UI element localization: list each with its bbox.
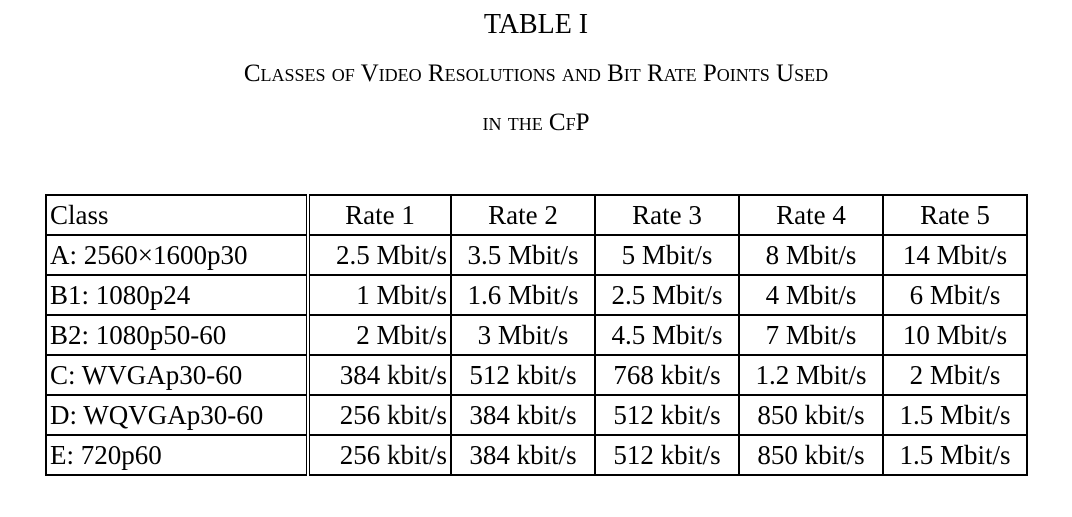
- cell-rate-4: 850 kbit/s: [738, 434, 884, 476]
- table-row: B2: 1080p50-60 2 Mbit/s 3 Mbit/s 4.5 Mbi…: [45, 314, 1028, 356]
- cell-rate-4: 1.2 Mbit/s: [738, 354, 884, 396]
- cell-rate-4: 8 Mbit/s: [738, 234, 884, 276]
- cell-rate-5: 14 Mbit/s: [882, 234, 1028, 276]
- table-title: Classes of Video Resolutions and Bit Rat…: [0, 58, 1072, 156]
- cell-rate-1: 1 Mbit/s: [307, 274, 452, 316]
- cell-rate-1: 2 Mbit/s: [307, 314, 452, 356]
- cell-rate-2: 384 kbit/s: [450, 394, 596, 436]
- table-label: TABLE I: [483, 9, 589, 40]
- cell-class: D: WQVGAp30-60: [45, 394, 310, 436]
- cell-class: B2: 1080p50-60: [45, 314, 310, 356]
- cell-rate-5: 1.5 Mbit/s: [882, 394, 1028, 436]
- cell-class: A: 2560×1600p30: [45, 234, 310, 276]
- cell-class: E: 720p60: [45, 434, 310, 476]
- table-header-row: Class Rate 1 Rate 2 Rate 3 Rate 4 Rate 5: [45, 194, 1028, 236]
- cell-rate-1: 384 kbit/s: [307, 354, 452, 396]
- cell-rate-1: 256 kbit/s: [307, 434, 452, 476]
- cell-rate-3: 4.5 Mbit/s: [594, 314, 740, 356]
- cell-class: C: WVGAp30-60: [45, 354, 310, 396]
- table-row: D: WQVGAp30-60 256 kbit/s 384 kbit/s 512…: [45, 394, 1028, 436]
- cell-rate-2: 3.5 Mbit/s: [450, 234, 596, 276]
- resolution-bitrate-table: Class Rate 1 Rate 2 Rate 3 Rate 4 Rate 5…: [45, 194, 1028, 476]
- cell-rate-3: 512 kbit/s: [594, 434, 740, 476]
- cell-rate-5: 6 Mbit/s: [882, 274, 1028, 316]
- table-row: E: 720p60 256 kbit/s 384 kbit/s 512 kbit…: [45, 434, 1028, 476]
- cell-rate-3: 2.5 Mbit/s: [594, 274, 740, 316]
- cell-rate-4: 7 Mbit/s: [738, 314, 884, 356]
- table-row: C: WVGAp30-60 384 kbit/s 512 kbit/s 768 …: [45, 354, 1028, 396]
- cell-rate-2: 512 kbit/s: [450, 354, 596, 396]
- header-rate-2: Rate 2: [450, 194, 596, 236]
- cell-rate-3: 5 Mbit/s: [594, 234, 740, 276]
- cell-rate-3: 512 kbit/s: [594, 394, 740, 436]
- cell-rate-2: 3 Mbit/s: [450, 314, 596, 356]
- table-row: B1: 1080p24 1 Mbit/s 1.6 Mbit/s 2.5 Mbit…: [45, 274, 1028, 316]
- table-row: A: 2560×1600p30 2.5 Mbit/s 3.5 Mbit/s 5 …: [45, 234, 1028, 276]
- cell-rate-5: 1.5 Mbit/s: [882, 434, 1028, 476]
- cell-class: B1: 1080p24: [45, 274, 310, 316]
- header-rate-1: Rate 1: [307, 194, 452, 236]
- header-class: Class: [45, 194, 310, 236]
- cell-rate-3: 768 kbit/s: [594, 354, 740, 396]
- cell-rate-2: 384 kbit/s: [450, 434, 596, 476]
- header-rate-5: Rate 5: [882, 194, 1028, 236]
- cell-rate-5: 2 Mbit/s: [882, 354, 1028, 396]
- cell-rate-2: 1.6 Mbit/s: [450, 274, 596, 316]
- header-rate-3: Rate 3: [594, 194, 740, 236]
- cell-rate-5: 10 Mbit/s: [882, 314, 1028, 356]
- cell-rate-4: 4 Mbit/s: [738, 274, 884, 316]
- table-title-line-2: in the CfP: [482, 109, 590, 136]
- cell-rate-4: 850 kbit/s: [738, 394, 884, 436]
- table-title-line-1: Classes of Video Resolutions and Bit Rat…: [243, 60, 829, 87]
- cell-rate-1: 2.5 Mbit/s: [307, 234, 452, 276]
- cell-rate-1: 256 kbit/s: [307, 394, 452, 436]
- header-rate-4: Rate 4: [738, 194, 884, 236]
